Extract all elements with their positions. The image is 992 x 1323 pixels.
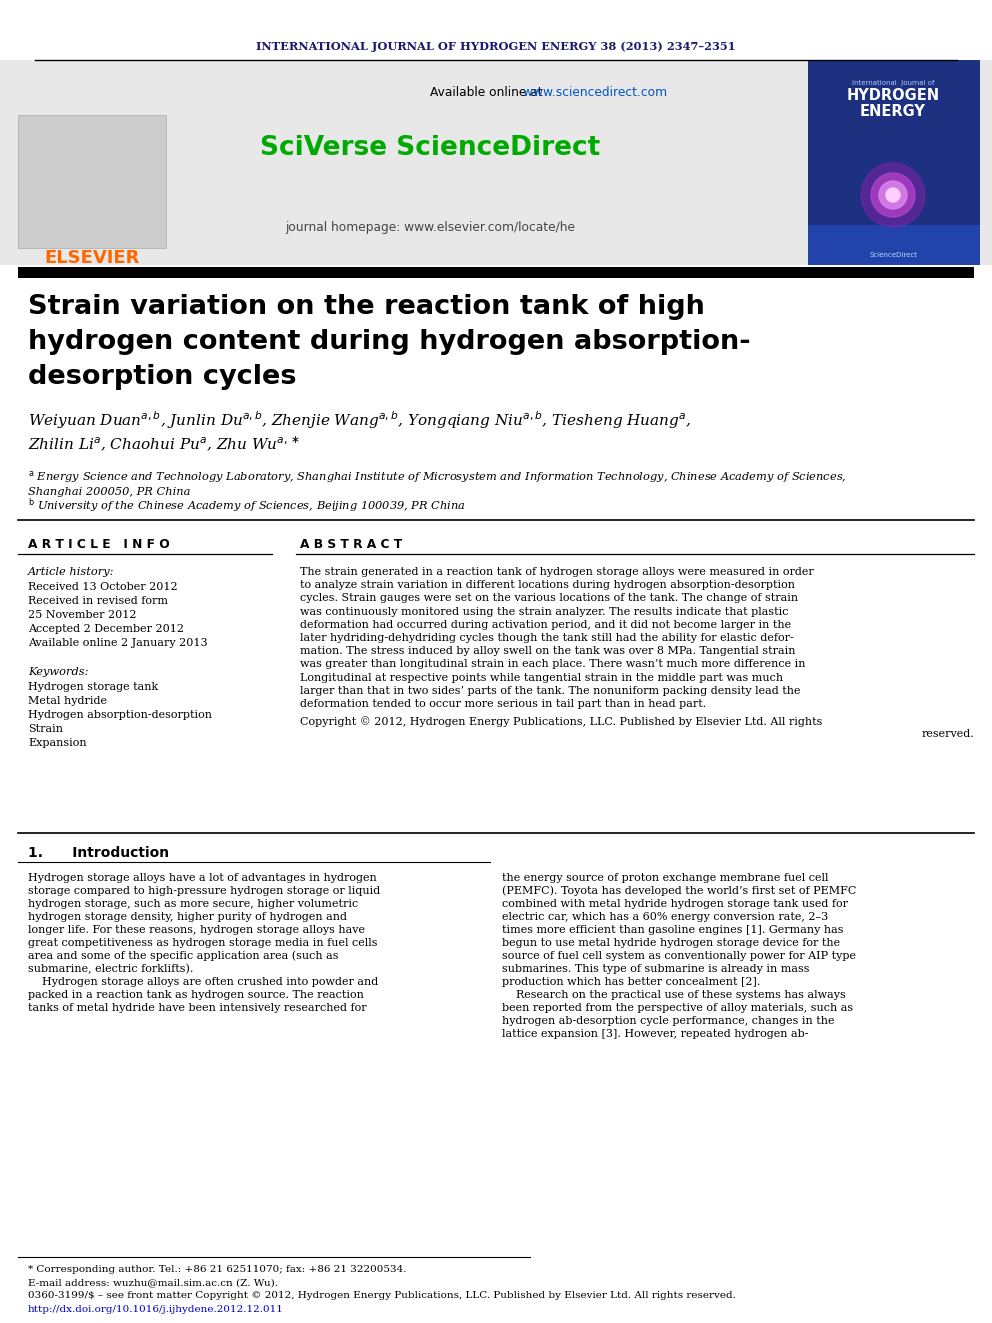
Text: Weiyuan Duan$^{a,b}$, Junlin Du$^{a,b}$, Zhenjie Wang$^{a,b}$, Yongqiang Niu$^{a: Weiyuan Duan$^{a,b}$, Junlin Du$^{a,b}$,… [28, 409, 691, 431]
Circle shape [879, 181, 907, 209]
Text: desorption cycles: desorption cycles [28, 364, 297, 390]
Text: Received in revised form: Received in revised form [28, 595, 168, 606]
Bar [18, 115, 166, 247]
Text: Available online 2 January 2013: Available online 2 January 2013 [28, 638, 207, 648]
Text: ENERGY: ENERGY [860, 103, 926, 119]
Text: deformation tended to occur more serious in tail part than in head part.: deformation tended to occur more serious… [300, 699, 706, 709]
Text: production which has better concealment [2].: production which has better concealment … [502, 976, 761, 987]
Text: Research on the practical use of these systems has always: Research on the practical use of these s… [502, 990, 846, 1000]
Text: INTERNATIONAL JOURNAL OF HYDROGEN ENERGY 38 (2013) 2347–2351: INTERNATIONAL JOURNAL OF HYDROGEN ENERGY… [256, 41, 736, 52]
Text: 25 November 2012: 25 November 2012 [28, 610, 137, 620]
Text: E-mail address: wuzhu@mail.sim.ac.cn (Z. Wu).: E-mail address: wuzhu@mail.sim.ac.cn (Z.… [28, 1278, 278, 1287]
Bar [18, 267, 974, 278]
Text: deformation had occurred during activation period, and it did not become larger : deformation had occurred during activati… [300, 619, 792, 630]
Text: longer life. For these reasons, hydrogen storage alloys have: longer life. For these reasons, hydrogen… [28, 925, 365, 935]
Text: later hydriding-dehydriding cycles though the tank still had the ability for ela: later hydriding-dehydriding cycles thoug… [300, 632, 794, 643]
Text: SciVerse ScienceDirect: SciVerse ScienceDirect [260, 135, 600, 161]
Text: Zhilin Li$^{a}$, Chaohui Pu$^{a}$, Zhu Wu$^{a,\ast}$: Zhilin Li$^{a}$, Chaohui Pu$^{a}$, Zhu W… [28, 435, 301, 454]
Text: been reported from the perspective of alloy materials, such as: been reported from the perspective of al… [502, 1003, 853, 1013]
Text: The strain generated in a reaction tank of hydrogen storage alloys were measured: The strain generated in a reaction tank … [300, 568, 813, 577]
Text: hydrogen storage, such as more secure, higher volumetric: hydrogen storage, such as more secure, h… [28, 900, 358, 909]
Text: begun to use metal hydride hydrogen storage device for the: begun to use metal hydride hydrogen stor… [502, 938, 840, 949]
Text: 0360-3199/$ – see front matter Copyright © 2012, Hydrogen Energy Publications, L: 0360-3199/$ – see front matter Copyright… [28, 1291, 736, 1301]
Text: Longitudinal at respective points while tangential strain in the middle part was: Longitudinal at respective points while … [300, 672, 783, 683]
Text: International  Journal of: International Journal of [852, 79, 934, 86]
Text: A B S T R A C T: A B S T R A C T [300, 537, 402, 550]
Text: submarine, electric forklifts).: submarine, electric forklifts). [28, 964, 193, 974]
Text: www.sciencedirect.com: www.sciencedirect.com [430, 86, 668, 98]
Circle shape [871, 173, 915, 217]
Text: (PEMFC). Toyota has developed the world’s first set of PEMFC: (PEMFC). Toyota has developed the world’… [502, 885, 856, 896]
Text: Hydrogen absorption-desorption: Hydrogen absorption-desorption [28, 710, 212, 720]
Text: ScienceDirect: ScienceDirect [869, 251, 917, 258]
Text: 1.      Introduction: 1. Introduction [28, 845, 169, 860]
Text: reserved.: reserved. [922, 729, 974, 740]
Text: Received 13 October 2012: Received 13 October 2012 [28, 582, 178, 591]
Text: Article history:: Article history: [28, 568, 114, 577]
Text: was greater than longitudinal strain in each place. There wasn’t much more diffe: was greater than longitudinal strain in … [300, 659, 806, 669]
Text: http://dx.doi.org/10.1016/j.ijhydene.2012.12.011: http://dx.doi.org/10.1016/j.ijhydene.201… [28, 1304, 284, 1314]
Text: Shanghai 200050, PR China: Shanghai 200050, PR China [28, 487, 190, 497]
Text: larger than that in two sides’ parts of the tank. The nonuniform packing density: larger than that in two sides’ parts of … [300, 685, 801, 696]
Text: lattice expansion [3]. However, repeated hydrogen ab-: lattice expansion [3]. However, repeated… [502, 1029, 808, 1039]
Text: times more efficient than gasoline engines [1]. Germany has: times more efficient than gasoline engin… [502, 925, 843, 935]
Text: cycles. Strain gauges were set on the various locations of the tank. The change : cycles. Strain gauges were set on the va… [300, 594, 799, 603]
Circle shape [886, 188, 900, 202]
Text: to analyze strain variation in different locations during hydrogen absorption-de: to analyze strain variation in different… [300, 581, 795, 590]
Text: Hydrogen storage alloys are often crushed into powder and: Hydrogen storage alloys are often crushe… [28, 976, 378, 987]
Text: was continuously monitored using the strain analyzer. The results indicate that : was continuously monitored using the str… [300, 607, 789, 617]
Text: great competitiveness as hydrogen storage media in fuel cells: great competitiveness as hydrogen storag… [28, 938, 378, 949]
Text: Hydrogen storage tank: Hydrogen storage tank [28, 681, 159, 692]
Text: Copyright © 2012, Hydrogen Energy Publications, LLC. Published by Elsevier Ltd. : Copyright © 2012, Hydrogen Energy Public… [300, 716, 822, 726]
Bar [808, 225, 980, 265]
Bar [808, 60, 980, 265]
Text: hydrogen content during hydrogen absorption-: hydrogen content during hydrogen absorpt… [28, 329, 751, 355]
Text: Available online at: Available online at [430, 86, 547, 98]
Text: storage compared to high-pressure hydrogen storage or liquid: storage compared to high-pressure hydrog… [28, 886, 380, 896]
Text: hydrogen ab-desorption cycle performance, changes in the: hydrogen ab-desorption cycle performance… [502, 1016, 834, 1027]
Text: journal homepage: www.elsevier.com/locate/he: journal homepage: www.elsevier.com/locat… [285, 221, 575, 234]
Text: $^{\rm b}$ University of the Chinese Academy of Sciences, Beijing 100039, PR Chi: $^{\rm b}$ University of the Chinese Aca… [28, 496, 465, 515]
Text: Keywords:: Keywords: [28, 667, 88, 677]
Text: combined with metal hydride hydrogen storage tank used for: combined with metal hydride hydrogen sto… [502, 900, 848, 909]
Text: mation. The stress induced by alloy swell on the tank was over 8 MPa. Tangential: mation. The stress induced by alloy swel… [300, 646, 796, 656]
Text: $^{\rm a}$ Energy Science and Technology Laboratory, Shanghai Institute of Micro: $^{\rm a}$ Energy Science and Technology… [28, 468, 846, 486]
Text: A R T I C L E   I N F O: A R T I C L E I N F O [28, 537, 170, 550]
Text: hydrogen storage density, higher purity of hydrogen and: hydrogen storage density, higher purity … [28, 912, 347, 922]
Text: Accepted 2 December 2012: Accepted 2 December 2012 [28, 624, 184, 634]
Text: HYDROGEN: HYDROGEN [846, 89, 939, 103]
Text: * Corresponding author. Tel.: +86 21 62511070; fax: +86 21 32200534.: * Corresponding author. Tel.: +86 21 625… [28, 1266, 407, 1274]
Text: Expansion: Expansion [28, 738, 86, 747]
Circle shape [861, 163, 925, 228]
Text: ELSEVIER: ELSEVIER [45, 249, 140, 267]
Text: Metal hydride: Metal hydride [28, 696, 107, 706]
Text: Hydrogen storage alloys have a lot of advantages in hydrogen: Hydrogen storage alloys have a lot of ad… [28, 873, 377, 882]
Bar [0, 60, 992, 265]
Text: the energy source of proton exchange membrane fuel cell: the energy source of proton exchange mem… [502, 873, 828, 882]
Text: Strain variation on the reaction tank of high: Strain variation on the reaction tank of… [28, 294, 705, 320]
Text: area and some of the specific application area (such as: area and some of the specific applicatio… [28, 951, 338, 962]
Text: Strain: Strain [28, 724, 63, 734]
Text: source of fuel cell system as conventionally power for AIP type: source of fuel cell system as convention… [502, 951, 856, 960]
Text: tanks of metal hydride have been intensively researched for: tanks of metal hydride have been intensi… [28, 1003, 367, 1013]
Text: electric car, which has a 60% energy conversion rate, 2–3: electric car, which has a 60% energy con… [502, 912, 828, 922]
Text: packed in a reaction tank as hydrogen source. The reaction: packed in a reaction tank as hydrogen so… [28, 990, 364, 1000]
Text: submarines. This type of submarine is already in mass: submarines. This type of submarine is al… [502, 964, 809, 974]
